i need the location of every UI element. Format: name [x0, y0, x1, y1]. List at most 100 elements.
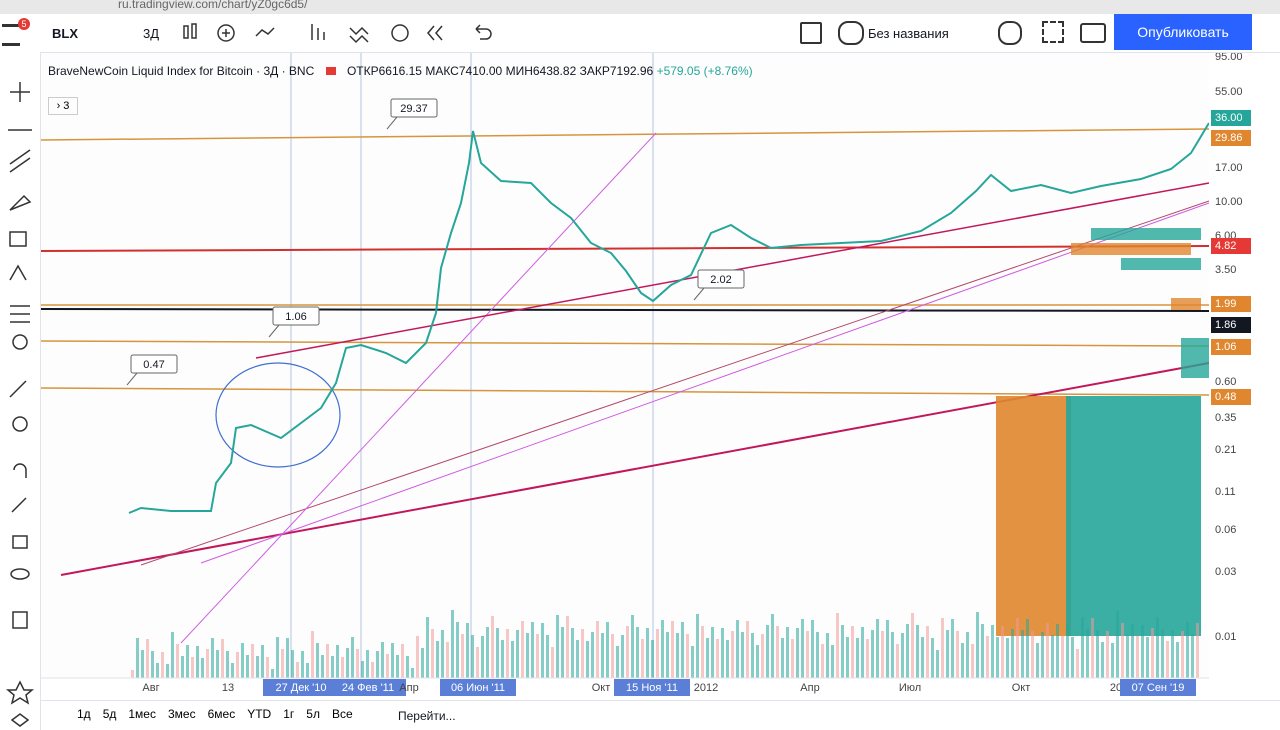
volume-bar	[656, 629, 659, 678]
time-label: Апр	[800, 682, 819, 694]
volume-bar	[1101, 642, 1104, 678]
symbol[interactable]: BLX	[52, 26, 78, 41]
volume-bar	[786, 627, 789, 678]
volume-bar	[531, 622, 534, 678]
volume-bar	[331, 656, 334, 678]
publish-button[interactable]: Опубликовать	[1114, 14, 1252, 50]
volume-bar	[476, 647, 479, 678]
volume-bar	[986, 636, 989, 678]
volume-bar	[821, 644, 824, 678]
volume-bar	[486, 627, 489, 678]
callout-box	[130, 354, 178, 374]
time-label-bg	[330, 679, 406, 696]
price-label: 0.03	[1215, 566, 1236, 578]
volume-bar	[586, 641, 589, 678]
volume-bar	[866, 639, 869, 678]
volume-bar	[796, 628, 799, 678]
range-button[interactable]: YTD	[247, 707, 272, 721]
volume-bar	[1161, 629, 1164, 678]
goto-button[interactable]: Перейти...	[398, 709, 456, 723]
volume-bar	[261, 645, 264, 678]
volume-bar	[646, 628, 649, 678]
volume-bar	[766, 625, 769, 678]
drawing-tools[interactable]	[0, 52, 40, 730]
volume-bar	[886, 620, 889, 678]
volume-bar	[416, 636, 419, 678]
volume-bar	[346, 648, 349, 678]
volume-bar	[1186, 622, 1189, 678]
volume-bar	[356, 649, 359, 678]
price-label: 1.86	[1215, 319, 1236, 331]
volume-bar	[321, 655, 324, 678]
volume-bar	[556, 615, 559, 678]
url[interactable]: ru.tradingview.com/chart/yZ0gc6d5/	[118, 0, 308, 11]
volume-bar	[1091, 618, 1094, 678]
indicators-toggle[interactable]: › 3	[48, 97, 78, 115]
range-button[interactable]: 1г	[283, 707, 295, 721]
time-label: Июл	[899, 682, 921, 694]
price-label-bg	[1211, 339, 1251, 355]
volume-bar	[971, 644, 974, 678]
time-label: Окт	[1012, 682, 1031, 694]
volume-bar	[1166, 641, 1169, 678]
fullscreen-button[interactable]	[1042, 21, 1064, 43]
bottom-bar: 1д 5д 1мес 3мес 6мес YTD 1г 5л Все Перейти...	[41, 700, 1280, 730]
interval[interactable]: 3Д	[143, 26, 160, 41]
volume-bar	[206, 649, 209, 678]
volume-bar	[161, 652, 164, 678]
volume-bar	[1081, 617, 1084, 678]
layout-button[interactable]	[800, 22, 822, 44]
range-button[interactable]: 5л	[306, 707, 320, 721]
volume-bar	[451, 610, 454, 678]
price-axis	[1209, 53, 1257, 678]
volume-bar	[711, 627, 714, 678]
range-button[interactable]: 1мес	[128, 707, 156, 721]
volume-bar	[361, 661, 364, 678]
price-label: 3.50	[1215, 264, 1236, 276]
menu-button[interactable]	[2, 24, 20, 46]
volume-bar	[376, 651, 379, 678]
volume-bar	[846, 637, 849, 678]
volume-bar	[466, 623, 469, 678]
volume-bar	[1116, 611, 1119, 678]
volume-bar	[911, 613, 914, 678]
settings-button[interactable]	[998, 21, 1022, 45]
volume-bar	[701, 626, 704, 678]
range-button[interactable]: Все	[331, 707, 353, 721]
time-label: Окт	[592, 682, 611, 694]
time-label: 27 Дек '10	[275, 682, 326, 694]
volume-bar	[1121, 623, 1124, 678]
range-button[interactable]: 5д	[102, 707, 117, 721]
volume-bar	[1096, 630, 1099, 678]
volume-bar	[581, 629, 584, 678]
volume-bar	[236, 652, 239, 678]
indicators-count: 3	[63, 100, 70, 112]
volume-bar	[1176, 642, 1179, 678]
range-button[interactable]: 1д	[77, 707, 91, 721]
snapshot-button[interactable]	[1080, 23, 1106, 43]
callout-pointer	[126, 372, 138, 386]
volume-bar	[1051, 635, 1054, 678]
price-label: 55.00	[1215, 86, 1243, 98]
volume-bar	[286, 638, 289, 678]
volume-bar	[676, 633, 679, 678]
volume-bar	[836, 613, 839, 678]
volume-bar	[546, 635, 549, 678]
volume-bar	[726, 640, 729, 678]
range-button[interactable]: 6мес	[207, 707, 236, 721]
callout-label: 2.02	[710, 274, 731, 286]
chart-pane: 29.37 1.06 0.47 2.02 95.00 55.00 36.00 29.86 17…	[41, 53, 1257, 696]
time-label: 20	[1110, 682, 1122, 694]
volume-bar	[996, 637, 999, 678]
volume-bar	[551, 647, 554, 678]
volume-bar	[541, 623, 544, 678]
range-button[interactable]: 3мес	[167, 707, 196, 721]
time-label: 13	[222, 682, 234, 694]
volume-bar	[1141, 625, 1144, 678]
layout-name[interactable]: Без названия	[868, 26, 949, 41]
price-label: 17.00	[1215, 162, 1243, 174]
volume-bar	[1011, 629, 1014, 678]
range-buttons: 1д 5д 1мес 3мес 6мес YTD 1г 5л Все	[77, 707, 365, 721]
volume-bar	[1196, 623, 1199, 678]
toolbar-icons[interactable]	[180, 20, 520, 46]
